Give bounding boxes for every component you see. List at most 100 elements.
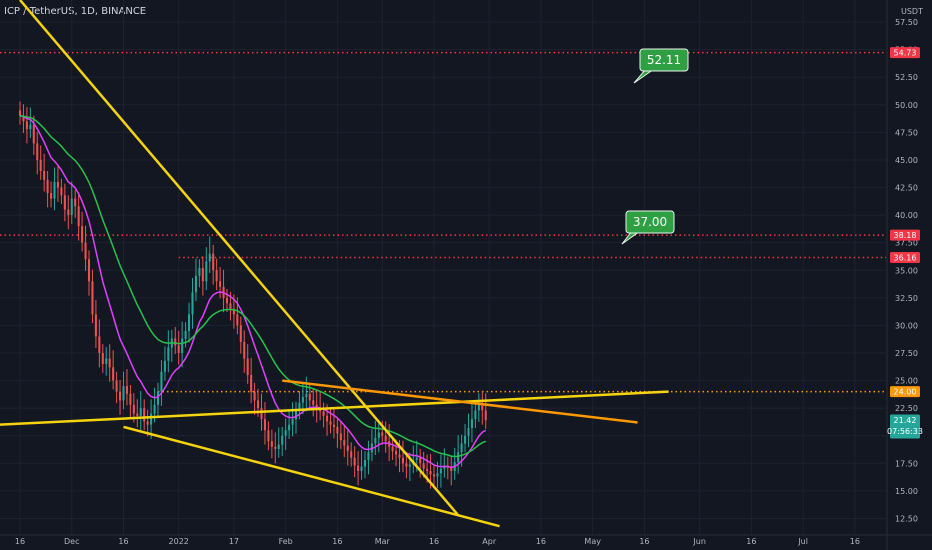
candle-body <box>315 404 318 409</box>
y-tick-label: 32.50 <box>895 294 918 303</box>
x-tick-label: Apr <box>482 537 497 546</box>
y-tick-label: 42.50 <box>895 184 918 193</box>
candle-body <box>236 314 239 326</box>
candle-body <box>212 253 215 271</box>
candle-body <box>146 421 149 425</box>
price-label-box <box>890 386 920 398</box>
candle-body <box>426 468 429 472</box>
y-tick-label: 27.50 <box>895 349 918 358</box>
candle-body <box>60 187 63 196</box>
candle-body <box>436 473 439 477</box>
candle-body <box>87 259 91 282</box>
candle-body <box>270 441 273 447</box>
callout-label: 52.11 <box>647 53 681 67</box>
candle-body <box>36 143 39 160</box>
price-label-box <box>890 414 920 439</box>
candle-body <box>225 297 229 304</box>
candle-body <box>153 404 156 414</box>
candle-body <box>115 380 118 392</box>
y-tick-label: 22.50 <box>895 404 918 413</box>
y-tick-label: 40.00 <box>895 211 918 220</box>
x-tick-label: May <box>584 537 601 546</box>
candle-body <box>395 451 398 455</box>
candle-body <box>374 437 377 444</box>
price-label-box <box>890 229 920 241</box>
y-tick-label: 17.50 <box>895 459 918 468</box>
moving-average-line <box>19 115 487 458</box>
x-tick-label: 16 <box>118 537 128 546</box>
candle-body <box>194 275 197 293</box>
trendline[interactable] <box>19 0 460 516</box>
candle-body <box>339 433 342 441</box>
candle-body <box>346 445 349 452</box>
candle-body <box>308 393 311 401</box>
candle-body <box>32 124 35 144</box>
candle-body <box>119 391 122 401</box>
y-tick-label: 15.00 <box>895 487 918 496</box>
candle-body <box>474 410 477 420</box>
candle-body <box>357 465 360 472</box>
candle-body <box>136 413 139 416</box>
candle-body <box>301 397 304 403</box>
candle-body <box>250 375 253 392</box>
candle-body <box>53 182 56 199</box>
candle-body <box>167 347 170 361</box>
x-tick-label: Feb <box>279 537 293 546</box>
callout-box[interactable] <box>639 48 689 72</box>
x-tick-label: 2022 <box>169 537 189 546</box>
price-label: 54.73 <box>894 49 917 58</box>
candle-body <box>77 206 80 227</box>
candle-body <box>25 121 28 130</box>
candle-body <box>156 391 160 405</box>
candle-body <box>198 268 201 276</box>
candle-body <box>163 360 166 372</box>
candle-body <box>353 457 356 466</box>
x-tick-label: 16 <box>15 537 25 546</box>
candle-body <box>481 404 484 411</box>
candle-body <box>105 358 108 365</box>
candle-body <box>22 115 25 122</box>
candle-body <box>70 198 73 216</box>
candle-body <box>422 463 425 469</box>
candle-body <box>43 170 46 180</box>
y-tick-label: 52.50 <box>895 73 918 82</box>
candle-body <box>129 393 132 405</box>
candle-body <box>281 435 284 445</box>
price-axis[interactable]: 12.5015.0017.5020.0022.5025.0027.5030.00… <box>887 18 923 523</box>
candle-body <box>74 198 77 207</box>
x-tick-label: 16 <box>639 537 649 546</box>
x-tick-label: 16 <box>746 537 756 546</box>
candle-body <box>181 338 184 353</box>
x-tick-label: Jun <box>692 537 706 546</box>
candle-body <box>336 426 339 434</box>
candle-body <box>108 358 111 368</box>
trendline[interactable] <box>0 390 669 427</box>
price-label-box <box>890 251 920 263</box>
candle-body <box>46 179 49 194</box>
trendlines[interactable] <box>0 0 669 528</box>
candle-body <box>98 336 101 353</box>
moving-averages <box>19 115 487 469</box>
y-tick-label: 45.00 <box>895 156 918 165</box>
price-annotations[interactable]: 52.11 37.00 <box>621 48 689 245</box>
candle-body <box>350 451 353 458</box>
time-axis[interactable]: 16 Dec 16 2022 17 Feb 16 Mar 16 Apr 16 May 16 Jun 16 Ju… <box>15 537 860 546</box>
candle-body <box>267 430 270 442</box>
trendline[interactable] <box>123 425 500 528</box>
candle-body <box>81 226 84 243</box>
candle-body <box>277 444 280 449</box>
candle-body <box>125 386 128 394</box>
candle-body <box>143 408 146 422</box>
trendline[interactable] <box>282 379 638 424</box>
candle-body <box>464 435 467 444</box>
x-tick-label: Jul <box>797 537 808 546</box>
candle-body <box>208 253 211 262</box>
candle-body <box>246 358 249 376</box>
candle-body <box>391 446 394 452</box>
callout-box[interactable] <box>625 210 675 234</box>
candle-body <box>188 314 191 331</box>
candle-body <box>177 345 180 353</box>
candle-body <box>329 421 332 425</box>
